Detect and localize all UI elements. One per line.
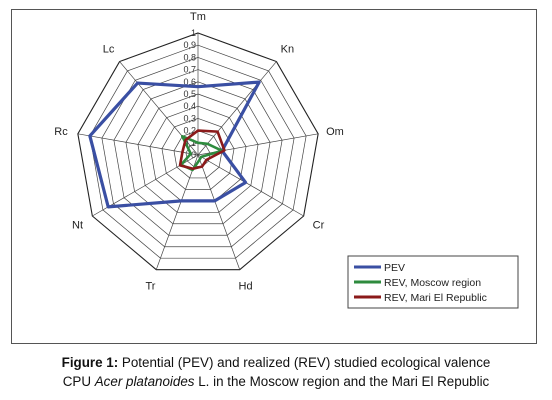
legend: PEV REV, Moscow region REV, Mari El Republ… — [347, 255, 519, 309]
axis-label-tm: Tm — [190, 11, 206, 23]
axis-label-lc: Lc — [103, 43, 115, 55]
axis-label-hd: Hd — [239, 281, 253, 293]
radial-tick-label: 0,3 — [183, 113, 196, 123]
axis-label-cr: Cr — [313, 220, 325, 232]
grid-ring — [125, 81, 271, 225]
series-line-3 — [178, 129, 226, 171]
caption-line-1: Figure 1: Potential (PEV) and realized (… — [0, 353, 552, 372]
radial-tick-label: 0,9 — [183, 40, 196, 50]
radial-tick-labels: 0 0,1 0,2 0,3 0,4 0,5 0,6 0,7 0,8 0,9 1 — [183, 28, 196, 160]
legend-label-1: PEV — [384, 262, 405, 274]
grid-spoke — [197, 61, 277, 156]
grid-spoke — [197, 154, 241, 270]
radar-grid — [77, 32, 319, 271]
radial-tick-label: 0,1 — [183, 138, 196, 148]
axis-label-om: Om — [326, 126, 344, 138]
figure-caption: Figure 1: Potential (PEV) and realized (… — [0, 353, 552, 391]
caption-line-2: CPU Acer platanoides L. in the Moscow re… — [0, 372, 552, 391]
caption-text-2: CPU — [62, 374, 95, 389]
radial-tick-label: 0,8 — [183, 52, 196, 62]
axis-label-kn: Kn — [281, 43, 294, 55]
caption-species: Acer platanoides — [94, 374, 195, 389]
legend-label-3: REV, Mari El Republic — [384, 292, 487, 304]
caption-label: Figure 1: — [61, 355, 119, 370]
grid-ring — [89, 44, 307, 259]
radial-tick-label: 0,4 — [183, 101, 196, 111]
grid-ring — [173, 130, 223, 179]
grid-ring — [101, 57, 295, 248]
axis-label-rc: Rc — [54, 126, 68, 138]
grid-spoke — [77, 133, 199, 156]
series-line-1 — [88, 80, 261, 209]
grid-ring — [113, 69, 283, 236]
radial-tick-label: 0,6 — [183, 77, 196, 87]
radial-tick-label: 0 — [191, 150, 196, 160]
axis-labels: Tm Kn Om Cr Hd Tr Nt Rc Lc — [54, 11, 344, 293]
grid-spoke — [155, 154, 199, 270]
radial-tick-label: 0,7 — [183, 65, 196, 75]
legend-label-2: REV, Moscow region — [384, 277, 481, 289]
axis-label-tr: Tr — [145, 281, 155, 293]
radial-tick-label: 0,2 — [183, 126, 196, 136]
chart-frame: 0 0,1 0,2 0,3 0,4 0,5 0,6 0,7 0,8 0,9 1 Tm Kn Om Cr Hd… — [11, 9, 537, 344]
series-line-2 — [179, 135, 224, 172]
radar-chart: 0 0,1 0,2 0,3 0,4 0,5 0,6 0,7 0,8 0,9 1 Tm Kn Om Cr Hd… — [54, 11, 519, 309]
caption-text-1: Potential (PEV) and realized (REV) studi… — [118, 355, 491, 370]
grid-ring — [77, 32, 319, 271]
axis-label-nt: Nt — [72, 220, 83, 232]
grid-ring — [137, 93, 259, 213]
grid-spoke — [197, 154, 304, 217]
radial-tick-label: 0,5 — [183, 89, 196, 99]
data-series — [88, 80, 261, 209]
caption-text-3: L. in the Moscow region and the Mari El … — [194, 374, 490, 389]
radial-tick-label: 1 — [191, 28, 196, 38]
